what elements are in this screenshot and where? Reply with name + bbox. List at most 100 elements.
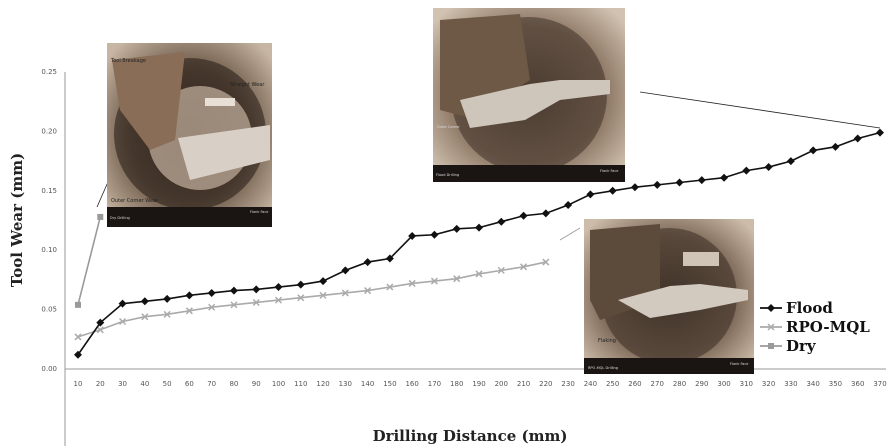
photo-dry-label-breakage: Tool Breakage xyxy=(110,58,146,64)
data-point xyxy=(786,157,795,166)
data-point xyxy=(274,283,283,292)
x-tick-label: 230 xyxy=(561,380,574,388)
y-axis-title: Tool Wear (mm) xyxy=(8,153,26,287)
photo-rpo-label-flaking: Flaking xyxy=(598,338,616,344)
x-tick-label: 80 xyxy=(229,380,238,388)
photo-rpo-scale xyxy=(683,252,719,266)
data-point xyxy=(809,146,818,155)
x-tick-label: 130 xyxy=(339,380,352,388)
data-point xyxy=(207,288,216,297)
data-point xyxy=(430,230,439,239)
x-tick-label: 280 xyxy=(673,380,686,388)
y-tick-label: 0.10 xyxy=(41,246,57,254)
x-tick-label: 330 xyxy=(784,380,797,388)
photo-dry-caption-bar xyxy=(107,207,272,227)
y-tick-labels: 0.00 0.05 0.10 0.15 0.20 0.25 xyxy=(41,68,57,373)
data-point xyxy=(386,283,394,291)
x-tick-label: 270 xyxy=(651,380,664,388)
x-tick-label: 300 xyxy=(717,380,730,388)
x-tick-label: 370 xyxy=(873,380,886,388)
data-point xyxy=(408,279,416,287)
x-axis-title: Drilling Distance (mm) xyxy=(373,427,568,445)
legend-item: RPO-MQL xyxy=(760,318,870,336)
x-tick-label: 40 xyxy=(140,380,149,388)
data-point xyxy=(119,317,127,326)
x-tick-label: 320 xyxy=(762,380,775,388)
series-layer xyxy=(74,128,884,359)
x-tick-label: 120 xyxy=(316,380,329,388)
data-point xyxy=(497,217,506,226)
data-point xyxy=(74,350,82,359)
x-tick-label: 60 xyxy=(185,380,194,388)
series-line xyxy=(77,216,102,306)
data-point xyxy=(97,213,104,220)
data-point xyxy=(296,280,305,289)
photo-rpo-caption-right: Flank Face xyxy=(730,362,748,366)
data-point xyxy=(297,294,305,302)
data-point xyxy=(653,180,662,189)
data-point xyxy=(230,301,238,309)
data-point xyxy=(520,263,528,271)
series-rpo-mql xyxy=(74,258,550,341)
photo-dry-label-straight: Straight Wear xyxy=(230,82,265,88)
x-tick-label: 50 xyxy=(163,380,172,388)
data-point xyxy=(163,310,171,318)
x-tick-label: 90 xyxy=(252,380,261,388)
x-tick-label: 180 xyxy=(450,380,463,388)
data-point xyxy=(764,163,773,172)
x-tick-label: 20 xyxy=(96,380,105,388)
x-tick-label: 10 xyxy=(74,380,83,388)
data-point xyxy=(675,178,684,187)
x-tick-label: 150 xyxy=(383,380,396,388)
data-point xyxy=(767,323,775,331)
data-point xyxy=(252,298,260,307)
photo-flood-drilling: Outer Corner Flood Drilling Flank Face xyxy=(433,8,625,182)
photo-leader-lines xyxy=(96,91,881,241)
data-point xyxy=(185,291,194,300)
x-tick-label: 310 xyxy=(740,380,753,388)
data-point xyxy=(452,224,461,233)
series-flood xyxy=(74,128,884,359)
data-point xyxy=(363,258,372,267)
x-tick-label: 100 xyxy=(272,380,285,388)
data-point xyxy=(96,318,105,327)
photo-flood-caption-left: Flood Drilling xyxy=(436,173,459,177)
data-point xyxy=(274,296,283,304)
x-tick-label: 360 xyxy=(851,380,864,388)
photo-flood-label: Outer Corner xyxy=(437,125,460,129)
x-tick-label: 210 xyxy=(517,380,530,388)
data-point xyxy=(768,343,774,349)
photo-rpo-mql-drilling: Flaking RPO-MQL Drilling Flank Face xyxy=(584,219,754,374)
y-tick-label: 0.20 xyxy=(41,127,57,135)
x-tick-label: 240 xyxy=(584,380,597,388)
data-point xyxy=(608,186,617,195)
data-point xyxy=(208,303,216,311)
data-point xyxy=(229,286,238,295)
leader-line-top xyxy=(639,91,881,129)
data-point xyxy=(519,211,528,220)
photo-rpo-edge xyxy=(618,284,748,318)
y-tick-label: 0.25 xyxy=(41,68,57,76)
data-point xyxy=(767,304,775,312)
data-point xyxy=(876,128,884,137)
data-point xyxy=(319,277,328,286)
data-point xyxy=(74,333,82,341)
data-point xyxy=(341,266,350,275)
data-point xyxy=(853,134,862,143)
data-point xyxy=(185,307,193,315)
x-tick-label: 70 xyxy=(207,380,216,388)
x-tick-label: 200 xyxy=(495,380,508,388)
x-tick-label: 190 xyxy=(472,380,485,388)
y-tick-label: 0.05 xyxy=(41,306,57,314)
data-point xyxy=(475,270,483,278)
legend-label: Dry xyxy=(786,337,817,355)
data-point xyxy=(408,231,417,240)
legend-label: Flood xyxy=(786,299,833,317)
x-tick-label: 250 xyxy=(606,380,619,388)
photo-flood-caption-bar xyxy=(433,165,625,182)
photo-dry-tool xyxy=(112,52,185,150)
data-point xyxy=(140,297,149,306)
photo-dry-label-corner: Outer Corner Wear xyxy=(111,198,159,204)
